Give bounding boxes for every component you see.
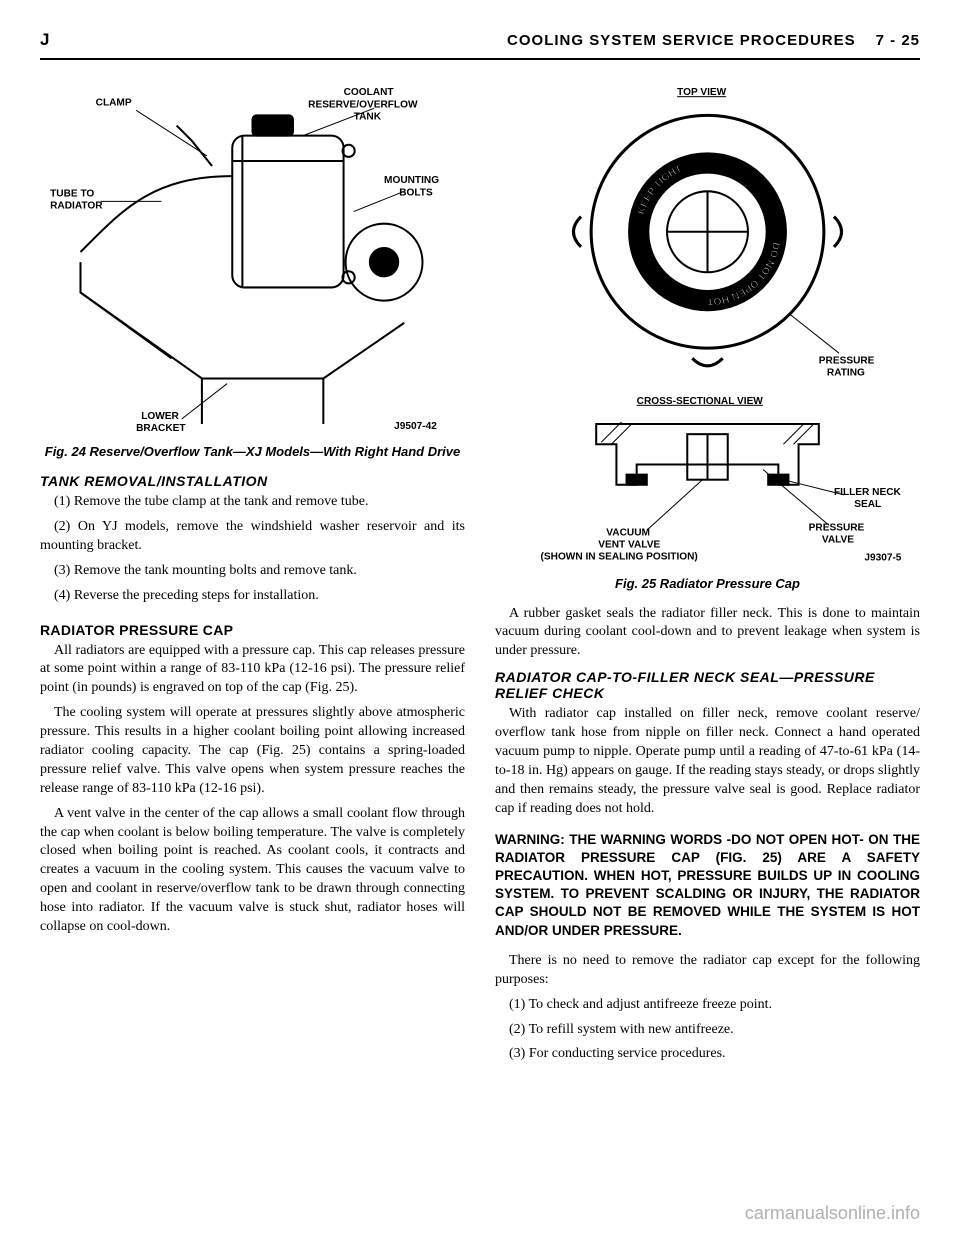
label-mounting: MOUNTING BOLTS (384, 175, 442, 198)
fig24-ref: J9507-42 (394, 421, 437, 432)
header-title: COOLING SYSTEM SERVICE PROCEDURES (507, 32, 856, 49)
para-r3: There is no need to remove the radiator … (495, 952, 920, 990)
label-top-view: TOP VIEW (677, 87, 727, 98)
label-pressure-valve: PRESSURE VALVE (809, 522, 867, 545)
para-r6: (3) For conducting service procedures. (495, 1045, 920, 1064)
header-rule (40, 58, 920, 60)
figure-25: TOP VIEW (495, 80, 920, 566)
watermark: carmanualsonline.info (745, 1203, 920, 1224)
para-r2: With radiator cap installed on filler ne… (495, 705, 920, 818)
para-step2: (2) On YJ models, remove the windshield … (40, 518, 465, 556)
label-filler-neck: FILLER NECK SEAL (834, 487, 904, 510)
para-r5: (2) To refill system with new antifreeze… (495, 1021, 920, 1040)
subhead-tank-removal: TANK REMOVAL/INSTALLATION (40, 473, 465, 489)
figure-24: CLAMP COOLANT RESERVE/OVERFLOW TANK TUBE… (40, 80, 465, 434)
fig24-caption: Fig. 24 Reserve/Overflow Tank—XJ Models—… (40, 444, 465, 461)
para-step4: (4) Reverse the preceding steps for inst… (40, 587, 465, 606)
para-r4: (1) To check and adjust antifreeze freez… (495, 996, 920, 1015)
label-vacuum-valve: VACUUM VENT VALVE (SHOWN IN SEALING POSI… (541, 527, 698, 562)
label-clamp: CLAMP (96, 97, 132, 108)
heading-radiator-cap: RADIATOR PRESSURE CAP (40, 622, 465, 638)
content-columns: CLAMP COOLANT RESERVE/OVERFLOW TANK TUBE… (40, 80, 920, 1070)
para-step1: (1) Remove the tube clamp at the tank an… (40, 493, 465, 512)
para-cap-1: All radiators are equipped with a pressu… (40, 642, 465, 699)
fig25-caption: Fig. 25 Radiator Pressure Cap (495, 576, 920, 593)
page-number: 7 - 25 (876, 32, 920, 49)
header-left: J (40, 30, 50, 50)
label-lower-bracket: LOWER BRACKET (136, 411, 186, 434)
para-r1: A rubber gasket seals the radiator fille… (495, 605, 920, 662)
warning-text: WARNING: THE WARNING WORDS -DO NOT OPEN … (495, 831, 920, 940)
figure-24-svg: CLAMP COOLANT RESERVE/OVERFLOW TANK TUBE… (40, 80, 465, 434)
para-step3: (3) Remove the tank mounting bolts and r… (40, 562, 465, 581)
label-tube: TUBE TO RADIATOR (50, 188, 103, 211)
left-column: CLAMP COOLANT RESERVE/OVERFLOW TANK TUBE… (40, 80, 465, 1070)
para-cap-2: The cooling system will operate at press… (40, 704, 465, 798)
fig25-ref: J9307-5 (864, 553, 901, 564)
figure-25-svg: TOP VIEW (495, 80, 920, 566)
header-right: COOLING SYSTEM SERVICE PROCEDURES 7 - 25 (507, 32, 920, 49)
label-pressure-rating: PRESSURE RATING (819, 355, 877, 378)
label-cross-view: CROSS-SECTIONAL VIEW (637, 396, 764, 407)
subhead-relief-check: RADIATOR CAP-TO-FILLER NECK SEAL—PRESSUR… (495, 669, 920, 701)
page-header: J COOLING SYSTEM SERVICE PROCEDURES 7 - … (40, 30, 920, 50)
para-cap-3: A vent valve in the center of the cap al… (40, 805, 465, 937)
right-column: TOP VIEW (495, 80, 920, 1070)
label-coolant-tank: COOLANT RESERVE/OVERFLOW TANK (308, 87, 420, 122)
